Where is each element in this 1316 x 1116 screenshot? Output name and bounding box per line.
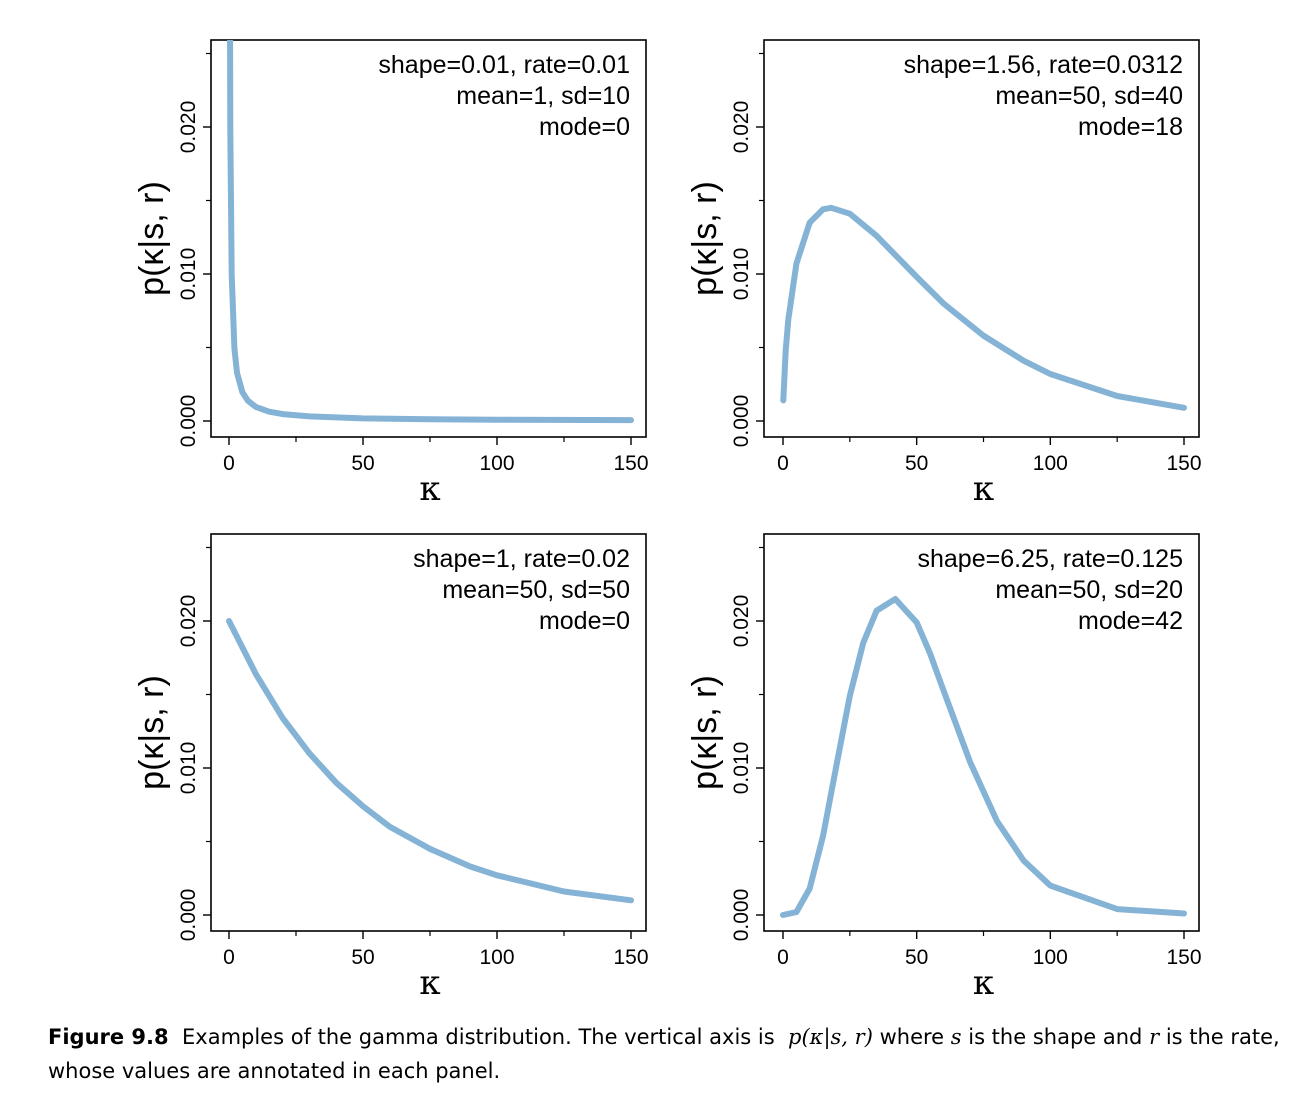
x-tick-label: 150 [613,452,648,475]
density-curve [227,40,634,424]
y-axis-label: p(κ|s, r) [133,675,171,790]
density-curve [780,204,1187,411]
caption-text-1: Examples of the gamma distribution. The … [182,1025,775,1049]
figure-caption: Figure 9.8 Examples of the gamma distrib… [48,1020,1288,1088]
caption-text-2: where [879,1025,945,1049]
density-curve [226,618,634,904]
y-tick-label: 0.000 [177,395,200,448]
x-tick-label: 0 [223,946,235,969]
plot-frame [210,39,647,438]
y-axis-label: p(κ|s, r) [133,181,171,296]
y-tick-label: 0.020 [730,595,753,648]
x-tick-label: 150 [1166,946,1201,969]
panel-annotation-line: shape=0.01, rate=0.01 [378,51,630,79]
plot-frame [210,533,647,932]
caption-text-3: is the shape and [968,1025,1143,1049]
y-tick-label: 0.010 [177,248,200,301]
y-tick-label: 0.000 [730,395,753,448]
chart-panel-4: 0 50 100 150 0.000 0.010 0.020 κ p(κ|s, r) shape=… [686,533,1202,1000]
density-curve [780,596,1187,918]
panel-annotation-line: shape=1.56, rate=0.0312 [904,51,1183,79]
y-tick-label: 0.000 [177,889,200,942]
panel-annotation-line: shape=6.25, rate=0.125 [917,545,1183,573]
caption-label: Figure 9.8 [48,1025,169,1049]
x-tick-label: 150 [1166,452,1201,475]
x-tick-label: 100 [1033,452,1068,475]
figure-panels: 0 50 100 150 0.000 0.010 0.020 κ p(κ|s, r) shape=… [133,39,1202,1000]
y-tick-label: 0.020 [177,595,200,648]
x-tick-label: 0 [777,452,789,475]
x-tick-label: 50 [351,452,374,475]
x-axis-label: κ [419,963,440,1000]
x-tick-label: 0 [777,946,789,969]
chart-panel-1: 0 50 100 150 0.000 0.010 0.020 κ p(κ|s, r) shape=… [133,39,649,509]
x-axis-label: κ [973,469,994,509]
x-tick-label: 50 [905,452,928,475]
panel-annotation-line: mode=0 [539,607,630,635]
panel-annotation-line: mean=50, sd=40 [995,82,1183,110]
x-axis-label: κ [419,469,440,509]
panel-annotation-line: mean=1, sd=10 [456,82,630,110]
y-axis-label: p(κ|s, r) [686,181,724,296]
x-tick-label: 150 [613,946,648,969]
plot-frame [763,39,1200,438]
x-tick-label: 100 [1033,946,1068,969]
panel-annotation-line: shape=1, rate=0.02 [413,545,630,573]
panel-annotation-line: mode=42 [1078,607,1183,635]
x-tick-label: 100 [479,452,514,475]
y-axis-label: p(κ|s, r) [686,675,724,790]
plot-frame [763,533,1200,932]
y-tick-label: 0.010 [730,248,753,301]
chart-panel-3: 0 50 100 150 0.000 0.010 0.020 κ p(κ|s, r) shape=… [133,533,649,1000]
panel-annotation-line: mode=18 [1078,113,1183,141]
panel-annotation-line: mode=0 [539,113,630,141]
x-tick-label: 100 [479,946,514,969]
panel-annotation-line: mean=50, sd=50 [442,576,630,604]
y-tick-label: 0.020 [177,101,200,154]
x-tick-label: 50 [905,946,928,969]
x-tick-label: 0 [223,452,235,475]
y-tick-label: 0.000 [730,889,753,942]
y-tick-label: 0.010 [730,742,753,795]
caption-s: s [950,1025,962,1049]
panel-annotation-line: mean=50, sd=20 [995,576,1183,604]
x-axis-label: κ [973,963,994,1000]
caption-r: r [1149,1025,1160,1049]
caption-text-4: is the rate, whose values are annotated … [48,1025,1280,1083]
y-tick-label: 0.010 [177,742,200,795]
chart-panel-2: 0 50 100 150 0.000 0.010 0.020 κ p(κ|s, r) shape=… [686,39,1202,509]
x-tick-label: 50 [351,946,374,969]
y-tick-label: 0.020 [730,101,753,154]
caption-math: p(κ|s, r) [788,1025,873,1049]
